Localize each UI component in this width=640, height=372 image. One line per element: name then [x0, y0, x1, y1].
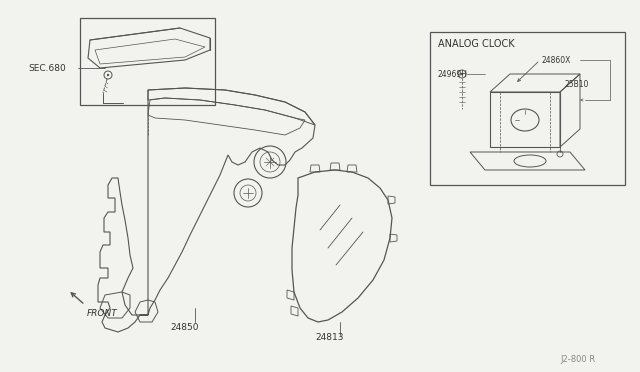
Text: 25B10: 25B10 [565, 80, 589, 89]
Text: 24813: 24813 [315, 334, 344, 343]
Text: SEC.680: SEC.680 [28, 64, 66, 73]
Text: FRONT: FRONT [87, 308, 118, 317]
Circle shape [107, 74, 109, 76]
Text: 24860X: 24860X [542, 55, 572, 64]
Text: ANALOG CLOCK: ANALOG CLOCK [438, 39, 515, 49]
Bar [430, 32, 625, 185]
Text: 24850: 24850 [170, 324, 198, 333]
Text: 24969H: 24969H [438, 70, 468, 78]
Text: J2-800 R: J2-800 R [560, 356, 595, 365]
Bar [80, 18, 215, 105]
Circle shape [461, 73, 463, 75]
